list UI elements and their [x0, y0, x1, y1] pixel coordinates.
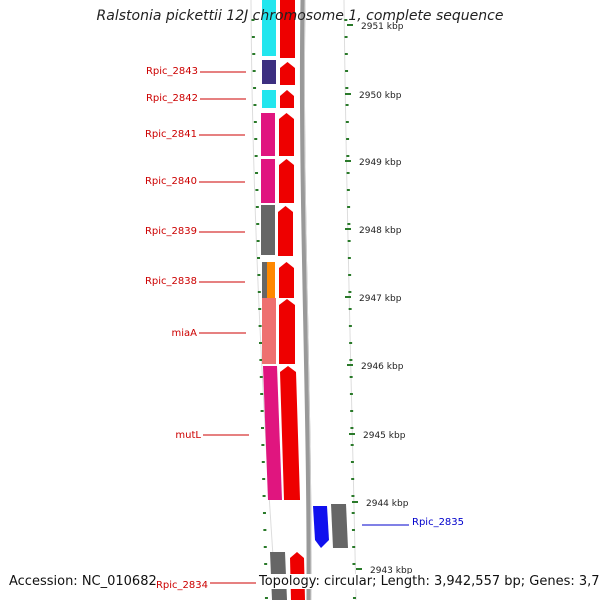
scale-label: 2944 kbp	[366, 499, 409, 509]
gene-block	[262, 0, 276, 56]
scale-label: 2947 kbp	[359, 294, 402, 304]
gene-label: Rpic_2839	[145, 226, 197, 237]
accession-text: Accession: NC_010682	[9, 574, 157, 589]
gene-block	[262, 298, 276, 364]
gene-block	[262, 262, 267, 298]
gene-labels: Rpic_2843 Rpic_2842 Rpic_2841 Rpic_2840 Rpic…	[145, 66, 464, 591]
gene-arrow	[279, 262, 294, 298]
scale-label: 2951 kbp	[361, 22, 404, 32]
gene-arrow	[280, 62, 295, 85]
right-tick-marks	[344, 19, 356, 599]
left-tick-marks	[251, 19, 268, 599]
gene-arrow	[279, 299, 295, 364]
gene-block	[331, 504, 348, 548]
inner-guide-curve	[250, 0, 277, 601]
scale-label: 2948 kbp	[359, 226, 402, 236]
gene-label: miaA	[172, 328, 198, 339]
gene-label: Rpic_2840	[145, 176, 197, 187]
gene-arrow	[280, 0, 295, 58]
gene-block	[263, 366, 282, 500]
outer-guide-curve	[343, 0, 357, 601]
sequence-stats: Topology: circular; Length: 3,942,557 bp…	[259, 574, 600, 589]
gene-arrow	[280, 90, 294, 108]
gene-label: Rpic_2835	[412, 517, 464, 528]
scale-label: 2946 kbp	[361, 362, 404, 372]
gene-block	[261, 113, 275, 156]
gene-arrow-blue	[313, 506, 329, 548]
scale-label: 2945 kbp	[363, 431, 406, 441]
scale-labels: 2951 kbp 2950 kbp 2949 kbp 2948 kbp 2947 kbp…	[345, 22, 413, 576]
gene-block	[261, 159, 275, 203]
gene-block	[262, 60, 276, 84]
gene-label: Rpic_2841	[145, 129, 197, 140]
gene-arrow	[280, 366, 300, 500]
scale-label: 2949 kbp	[359, 158, 402, 168]
backbone-highlight	[303, 0, 312, 601]
gene-label: Rpic_2838	[145, 276, 197, 287]
scale-label: 2943 kbp	[370, 566, 413, 576]
scale-label: 2950 kbp	[359, 91, 402, 101]
gene-label: Rpic_2843	[146, 66, 198, 77]
gene-label: Rpic_2834	[156, 580, 208, 591]
gene-label: mutL	[175, 430, 201, 441]
map-title: Ralstonia pickettii 12J chromosome 1, co…	[96, 8, 504, 24]
gene-block	[261, 205, 275, 255]
gene-arrow	[278, 206, 293, 256]
gene-arrow	[279, 113, 294, 156]
backbone-curve	[299, 0, 312, 601]
gene-label: Rpic_2842	[146, 93, 198, 104]
gene-arrow	[279, 159, 294, 203]
gene-block	[262, 90, 276, 108]
gene-block	[267, 262, 275, 298]
